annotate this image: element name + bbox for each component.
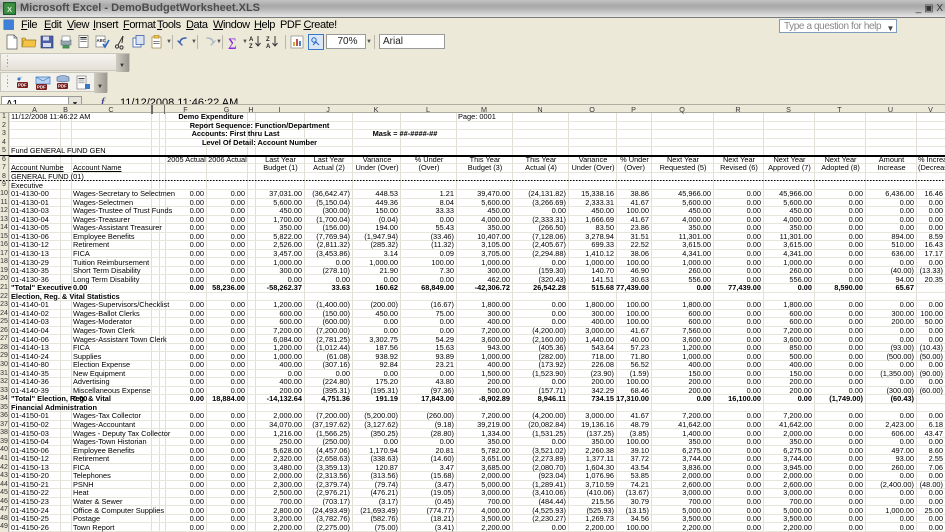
svg-text:ABC: ABC xyxy=(97,38,106,43)
svg-text:Z: Z xyxy=(266,37,270,43)
svg-text:PDF: PDF xyxy=(58,84,67,89)
svg-text:A: A xyxy=(266,44,271,50)
svg-text:A: A xyxy=(249,37,254,43)
svg-text:PDF: PDF xyxy=(37,85,46,90)
svg-text:PDF: PDF xyxy=(18,83,27,88)
svg-text:∑: ∑ xyxy=(228,36,237,50)
svg-text:Z: Z xyxy=(249,44,253,50)
svg-text:X: X xyxy=(7,5,12,14)
